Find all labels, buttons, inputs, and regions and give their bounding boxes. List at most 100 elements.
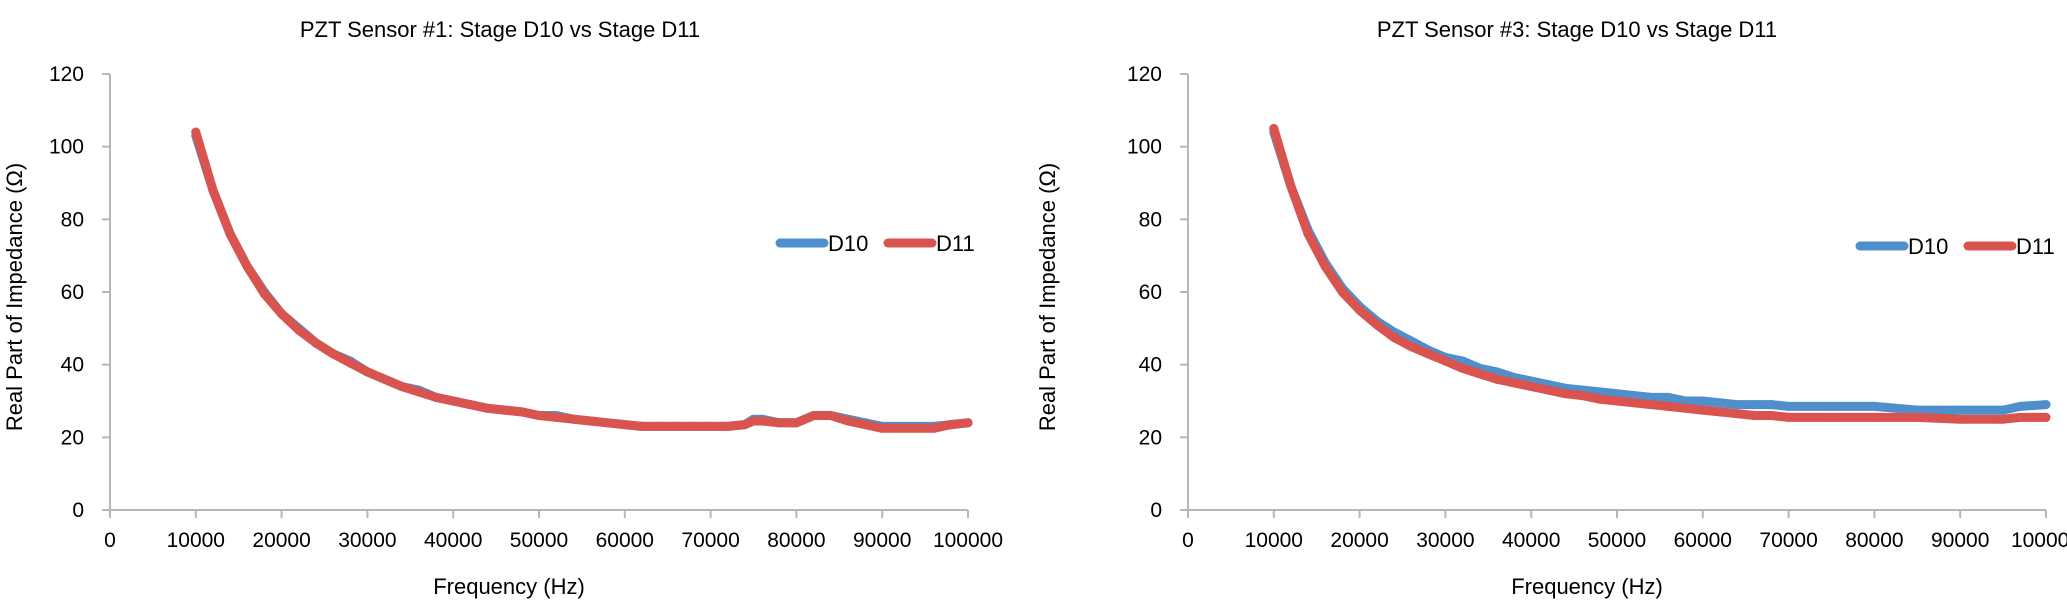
- data-point-d11: [946, 420, 956, 430]
- data-point-d11: [1303, 229, 1313, 239]
- data-point-d11: [688, 421, 698, 431]
- data-point-d11: [1492, 374, 1502, 384]
- data-point-d10: [2015, 401, 2025, 411]
- legend: D10 D11: [775, 231, 975, 256]
- data-point-d11: [791, 418, 801, 428]
- x-tick-label: 30000: [338, 529, 396, 552]
- data-point-d11: [277, 309, 287, 319]
- x-tick-label: 40000: [1502, 529, 1560, 552]
- data-point-d11: [1320, 262, 1330, 272]
- data-point-d10: [1612, 389, 1622, 399]
- data-point-d11: [1869, 412, 1879, 422]
- legend-label-d10: D10: [828, 231, 868, 256]
- x-tick-label: 0: [1182, 529, 1194, 552]
- data-point-d11: [500, 405, 510, 415]
- data-point-d11: [929, 423, 939, 433]
- data-point-d11: [860, 420, 870, 430]
- x-tick-label: 60000: [1674, 529, 1732, 552]
- data-point-d10: [1698, 396, 1708, 406]
- data-point-d11: [654, 421, 664, 431]
- y-tick-label: 120: [1127, 63, 1162, 86]
- data-point-d10: [1955, 405, 1965, 415]
- data-point-d10: [1749, 400, 1759, 410]
- x-tick-label: 100000: [933, 529, 1003, 552]
- data-point-d11: [345, 358, 355, 368]
- data-point-d11: [877, 423, 887, 433]
- data-point-d10: [1732, 400, 1742, 410]
- data-point-d11: [1612, 396, 1622, 406]
- y-tick-label: 60: [61, 281, 84, 304]
- series-line-d11: [191, 127, 973, 433]
- x-tick-label: 90000: [853, 529, 911, 552]
- data-point-d11: [1337, 287, 1347, 297]
- data-point-d11: [259, 289, 269, 299]
- data-point-d11: [1475, 369, 1485, 379]
- x-tick-label: 80000: [1845, 529, 1903, 552]
- y-tick-label: 0: [72, 499, 84, 522]
- data-point-d11: [706, 421, 716, 431]
- data-point-d11: [1784, 412, 1794, 422]
- data-point-d11: [414, 387, 424, 397]
- x-tick-label: 20000: [1330, 529, 1388, 552]
- data-point-d11: [963, 418, 973, 428]
- data-point-d11: [843, 416, 853, 426]
- data-point-d11: [757, 416, 767, 426]
- data-point-d10: [1766, 400, 1776, 410]
- y-tick-label: 40: [61, 354, 84, 377]
- data-point-d11: [431, 392, 441, 402]
- chart-2: PZT Sensor #3: Stage D10 vs Stage D11 0 20…: [1035, 17, 2067, 599]
- data-point-d11: [740, 420, 750, 430]
- y-tick-label: 40: [1139, 354, 1162, 377]
- data-point-d11: [1732, 409, 1742, 419]
- data-point-d11: [242, 262, 252, 272]
- legend-label-d11: D11: [936, 231, 975, 256]
- series-line-d10: [1269, 127, 2051, 415]
- data-point-d11: [208, 185, 218, 195]
- x-tick-label: 70000: [1759, 529, 1817, 552]
- data-point-d11: [380, 374, 390, 384]
- data-point-d11: [1509, 378, 1519, 388]
- x-axis-label: Frequency (Hz): [1511, 574, 1663, 599]
- data-point-d11: [1440, 356, 1450, 366]
- data-point-d10: [1998, 405, 2008, 415]
- data-point-d11: [1955, 414, 1965, 424]
- data-point-d11: [749, 416, 758, 426]
- data-point-d11: [1286, 182, 1296, 192]
- x-tick-label: 70000: [681, 529, 739, 552]
- x-tick-label: 60000: [596, 529, 654, 552]
- data-point-d11: [448, 396, 458, 406]
- legend-label-d11: D11: [2016, 234, 2055, 259]
- data-point-d11: [774, 418, 784, 428]
- data-point-d11: [1389, 332, 1399, 342]
- data-point-d11: [826, 411, 836, 420]
- data-point-d11: [225, 229, 235, 239]
- data-point-d11: [465, 400, 475, 410]
- data-point-d11: [586, 416, 595, 426]
- data-point-d11: [1681, 403, 1691, 413]
- data-point-d11: [809, 411, 819, 420]
- data-point-d11: [1646, 400, 1656, 410]
- data-point-d10: [1664, 392, 1673, 402]
- data-point-d11: [1372, 320, 1382, 330]
- data-point-d10: [1869, 401, 1879, 411]
- data-point-d11: [620, 420, 630, 430]
- data-point-d11: [1715, 407, 1725, 417]
- y-axis-label: Real Part of Impedance (Ω): [2, 163, 27, 431]
- x-tick-label: 80000: [767, 529, 825, 552]
- data-point-d10: [1827, 401, 1836, 411]
- data-point-d11: [1595, 394, 1605, 404]
- y-tick-label: 20: [61, 426, 84, 449]
- data-point-d11: [483, 403, 492, 413]
- data-point-d11: [603, 418, 613, 428]
- chart-1: PZT Sensor #1: Stage D10 vs Stage D11 0 20…: [2, 17, 1003, 599]
- x-tick-label: 50000: [510, 529, 568, 552]
- data-point-d11: [1749, 411, 1759, 420]
- chart-title: PZT Sensor #1: Stage D10 vs Stage D11: [300, 17, 700, 42]
- data-point-d11: [1561, 389, 1570, 399]
- data-point-d11: [1578, 391, 1588, 401]
- data-point-d11: [1912, 412, 1922, 422]
- x-axis-label: Frequency (Hz): [433, 574, 585, 599]
- data-point-d11: [1629, 398, 1639, 408]
- data-point-d11: [1766, 411, 1776, 420]
